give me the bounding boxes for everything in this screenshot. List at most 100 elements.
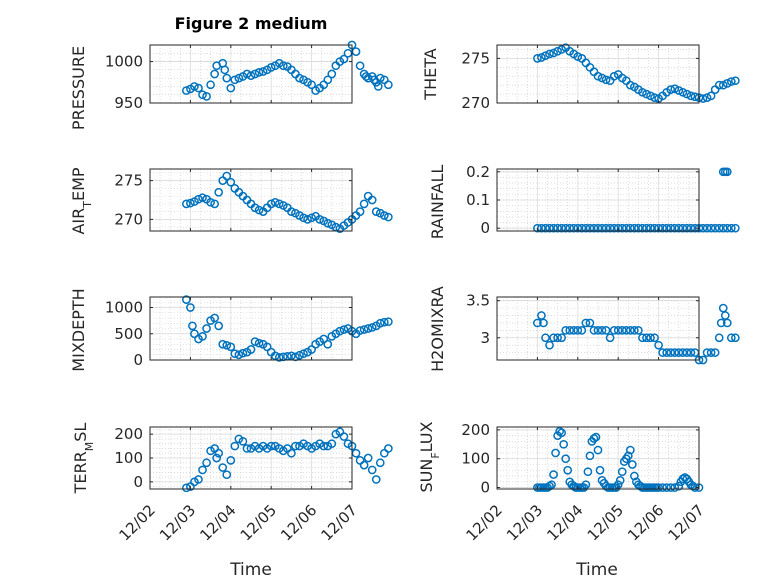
- y-tick-label: 275: [114, 172, 143, 190]
- axes-frame: [149, 168, 353, 232]
- data-point-rainfall: [638, 223, 647, 233]
- axes-frame: [496, 44, 700, 104]
- data-point-terr-msl: [327, 439, 337, 449]
- data-point-air-temp: [274, 199, 284, 209]
- data-point-h2omixra: [581, 318, 591, 328]
- data-point-air-temp: [194, 194, 203, 204]
- data-point-h2omixra: [706, 348, 716, 357]
- data-point-air-temp: [182, 199, 191, 209]
- data-point-theta: [678, 87, 688, 97]
- data-point-h2omixra: [726, 333, 736, 343]
- y-tick-label: 0: [133, 473, 143, 491]
- x-axis-label-right: Time: [575, 560, 618, 580]
- subplot-pressure: Figure 2 medium PRESSURE 950 1000: [69, 14, 393, 130]
- data-point-rainfall: [601, 223, 611, 233]
- data-point-theta: [638, 87, 647, 97]
- data-point-h2omixra: [654, 340, 663, 350]
- data-point-air-temp: [198, 193, 207, 203]
- axes-frame: [149, 44, 353, 104]
- data-point-rainfall: [666, 223, 676, 233]
- subplot-rainfall: RAINFALL 0 0.1 0.2: [428, 163, 740, 239]
- data-point-h2omixra: [589, 326, 599, 335]
- data-point-terr-msl: [367, 465, 377, 475]
- data-point-terr-msl: [218, 463, 228, 472]
- y-tick-label: 1000: [105, 53, 143, 71]
- data-point-air-temp: [186, 198, 195, 208]
- data-point-h2omixra: [569, 326, 579, 335]
- data-point-air-temp: [323, 218, 333, 228]
- data-point-rainfall: [686, 223, 696, 233]
- data-point-theta: [573, 52, 583, 61]
- data-point-sun-flux: [593, 445, 603, 455]
- data-point-air-temp: [226, 177, 236, 187]
- data-point-mixdepth: [359, 325, 369, 334]
- data-point-rainfall: [646, 223, 655, 233]
- data-point-pressure: [202, 92, 211, 101]
- data-point-sun-flux: [688, 481, 698, 491]
- data-point-sun-flux: [674, 481, 684, 491]
- y-tick-label: 275: [461, 49, 490, 67]
- data-point-theta: [642, 89, 651, 99]
- data-point-mixdepth: [198, 332, 207, 341]
- y-axis-label-pressure: PRESSURE: [69, 46, 88, 130]
- data-point-rainfall: [662, 223, 672, 233]
- y-tick-label: 200: [461, 421, 490, 439]
- data-point-pressure: [384, 80, 393, 90]
- data-point-mixdepth: [262, 342, 272, 352]
- data-point-pressure: [339, 54, 349, 64]
- data-point-theta: [533, 54, 542, 63]
- data-point-h2omixra: [722, 318, 732, 328]
- data-point-air-temp: [359, 199, 369, 209]
- subplot-theta: THETA 270 275: [421, 43, 740, 112]
- data-point-pressure: [323, 75, 333, 85]
- data-point-mixdepth: [335, 326, 345, 336]
- data-point-mixdepth: [363, 324, 373, 333]
- axes-frame: [149, 296, 353, 361]
- data-point-sun-flux: [555, 426, 564, 436]
- data-point-terr-msl: [214, 448, 224, 458]
- y-tick-label: 500: [114, 325, 143, 343]
- data-point-rainfall: [702, 223, 712, 233]
- data-point-pressure: [373, 82, 383, 91]
- data-point-theta: [601, 75, 611, 85]
- data-point-sun-flux: [601, 481, 611, 491]
- data-point-theta: [625, 80, 635, 90]
- data-point-pressure: [361, 72, 371, 81]
- data-point-pressure: [226, 83, 236, 93]
- data-point-sun-flux: [654, 483, 663, 492]
- data-point-rainfall: [573, 223, 583, 233]
- data-point-mixdepth: [214, 321, 224, 331]
- data-point-terr-msl: [242, 444, 252, 453]
- data-point-mixdepth: [254, 338, 264, 348]
- data-point-rainfall: [545, 223, 554, 233]
- data-point-rainfall: [561, 223, 571, 233]
- data-point-rainfall: [565, 223, 575, 233]
- subplot-mixdepth: MIXDEPTH 0 500 1000: [69, 288, 393, 372]
- data-point-rainfall: [731, 223, 740, 233]
- data-point-pressure: [182, 86, 191, 95]
- data-point-theta: [722, 79, 732, 88]
- data-point-air-temp: [254, 205, 264, 215]
- data-point-pressure: [307, 80, 316, 90]
- data-point-sun-flux: [662, 483, 672, 492]
- y-tick-label: 100: [114, 449, 143, 467]
- data-point-theta: [706, 91, 716, 101]
- data-point-air-temp: [367, 195, 377, 205]
- data-point-rainfall: [605, 223, 615, 233]
- data-point-rainfall: [642, 223, 651, 233]
- data-point-mixdepth: [238, 348, 248, 358]
- y-tick-label: 270: [114, 210, 143, 228]
- data-point-h2omixra: [621, 326, 631, 335]
- data-point-air-temp: [371, 207, 381, 216]
- data-point-mixdepth: [250, 337, 260, 346]
- data-point-h2omixra: [666, 348, 676, 357]
- data-point-terr-msl: [375, 458, 385, 468]
- data-point-h2omixra: [670, 348, 680, 357]
- data-point-h2omixra: [613, 326, 623, 335]
- data-point-pressure: [242, 69, 252, 79]
- y-tick-label: 0.1: [466, 191, 490, 209]
- data-point-terr-msl: [363, 453, 373, 463]
- data-point-h2omixra: [573, 326, 583, 335]
- y-axis-label-mixdepth: MIXDEPTH: [69, 288, 88, 371]
